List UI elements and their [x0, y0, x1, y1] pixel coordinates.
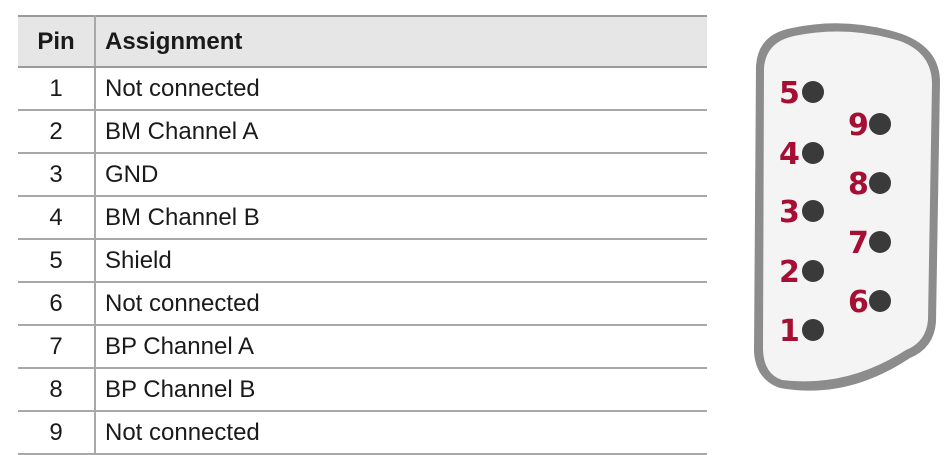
pin-number: 5: [18, 239, 96, 283]
pin-8-label: 8: [848, 167, 869, 202]
pin-3-label: 3: [779, 195, 800, 230]
pin-9-contact: [869, 113, 891, 135]
table-row: 7 BP Channel A: [18, 325, 707, 369]
table-header-row: Pin Assignment: [18, 15, 707, 68]
pin-number: 6: [18, 282, 96, 326]
pin-assignment: Not connected: [95, 282, 707, 326]
pin-2-contact: [802, 260, 824, 282]
pin-7-label: 7: [848, 226, 869, 261]
pin-number: 4: [18, 196, 96, 240]
header-pin: Pin: [18, 15, 96, 68]
pin-assignment: BM Channel A: [95, 110, 707, 154]
table-row: 6 Not connected: [18, 282, 707, 326]
db9-connector-diagram: 1 2 3 4 5 6 7 8 9: [754, 23, 940, 391]
pin-assignment: Not connected: [95, 67, 707, 111]
pin-number: 7: [18, 325, 96, 369]
table-row: 3 GND: [18, 153, 707, 197]
table-row: 8 BP Channel B: [18, 368, 707, 412]
pin-assignment-table: Pin Assignment 1 Not connected 2 BM Chan…: [18, 15, 707, 455]
table-row: 2 BM Channel A: [18, 110, 707, 154]
pin-assignment: Not connected: [95, 411, 707, 455]
pin-7-contact: [869, 231, 891, 253]
pin-9-label: 9: [848, 108, 869, 143]
pin-assignment: BM Channel B: [95, 196, 707, 240]
pin-4-label: 4: [779, 137, 800, 172]
table-row: 5 Shield: [18, 239, 707, 283]
pin-number: 2: [18, 110, 96, 154]
pin-assignment: BP Channel A: [95, 325, 707, 369]
pin-5-label: 5: [779, 76, 800, 111]
pin-assignment: GND: [95, 153, 707, 197]
pin-number: 1: [18, 67, 96, 111]
pin-8-contact: [869, 172, 891, 194]
pin-number: 8: [18, 368, 96, 412]
pin-4-contact: [802, 142, 824, 164]
pin-number: 9: [18, 411, 96, 455]
table-row: 9 Not connected: [18, 411, 707, 455]
pin-5-contact: [802, 81, 824, 103]
pin-6-label: 6: [848, 285, 869, 320]
header-assignment: Assignment: [95, 15, 707, 68]
pin-number: 3: [18, 153, 96, 197]
pin-1-contact: [802, 319, 824, 341]
pin-1-label: 1: [779, 314, 800, 349]
pin-assignment: BP Channel B: [95, 368, 707, 412]
table-row: 4 BM Channel B: [18, 196, 707, 240]
pin-assignment: Shield: [95, 239, 707, 283]
pin-3-contact: [802, 200, 824, 222]
pin-2-label: 2: [779, 255, 800, 290]
pin-6-contact: [869, 290, 891, 312]
table-row: 1 Not connected: [18, 67, 707, 111]
